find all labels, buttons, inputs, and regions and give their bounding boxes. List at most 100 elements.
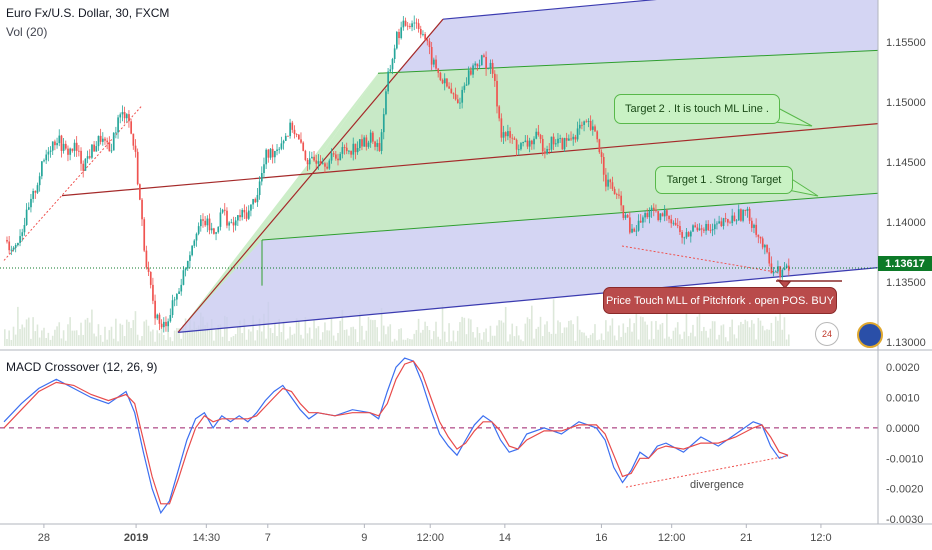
price-tick-label: 1.13500 bbox=[886, 277, 926, 289]
candle-down bbox=[509, 131, 511, 138]
candle-up bbox=[73, 142, 76, 151]
volume-bar bbox=[232, 335, 235, 346]
candle-down bbox=[245, 212, 248, 219]
volume-bar bbox=[143, 321, 145, 346]
volume-bar bbox=[398, 329, 400, 346]
volume-bar bbox=[274, 322, 276, 346]
candle-down bbox=[254, 199, 257, 203]
candle-down bbox=[750, 220, 753, 228]
chart-title: Euro Fx/U.S. Dollar, 30, FXCM bbox=[6, 6, 170, 20]
volume-bar bbox=[119, 323, 122, 346]
volume-bar bbox=[6, 338, 8, 346]
candle-down bbox=[104, 138, 106, 141]
candle-down bbox=[666, 210, 668, 216]
candle-up bbox=[685, 232, 688, 238]
candle-down bbox=[609, 179, 612, 183]
volume-bar bbox=[88, 322, 91, 346]
candle-up bbox=[411, 23, 413, 28]
candle-up bbox=[178, 291, 180, 294]
candle-up bbox=[711, 229, 714, 231]
candle-up bbox=[32, 191, 35, 199]
volume-bar bbox=[615, 340, 618, 346]
candle-down bbox=[130, 121, 133, 134]
candle-down bbox=[300, 139, 302, 143]
volume-bar bbox=[476, 327, 479, 346]
volume-bar bbox=[250, 331, 252, 346]
candle-up bbox=[162, 321, 165, 328]
candle-up bbox=[607, 179, 609, 187]
candle-down bbox=[134, 145, 137, 152]
volume-bar bbox=[311, 338, 313, 346]
volume-bar bbox=[345, 329, 348, 346]
candle-down bbox=[306, 159, 309, 165]
volume-bar bbox=[17, 306, 19, 346]
volume-bar bbox=[141, 336, 143, 346]
candle-down bbox=[757, 234, 760, 237]
candle-down bbox=[93, 144, 95, 152]
candle-up bbox=[369, 132, 372, 143]
candle-up bbox=[487, 68, 490, 70]
target1-callout[interactable]: Target 1 . Strong Target bbox=[655, 166, 793, 194]
candle-down bbox=[668, 215, 670, 220]
volume-bar bbox=[690, 332, 692, 346]
time-tick-label: 7 bbox=[265, 532, 271, 544]
candle-down bbox=[724, 218, 727, 220]
volume-bar bbox=[568, 320, 570, 346]
volume-bar bbox=[95, 336, 98, 346]
volume-bar bbox=[696, 316, 699, 346]
candle-down bbox=[335, 154, 337, 159]
volume-bar bbox=[781, 329, 784, 346]
volume-bar bbox=[247, 329, 250, 346]
volume-bar bbox=[548, 331, 551, 346]
volume-bar bbox=[589, 334, 592, 346]
volume-bar bbox=[75, 330, 78, 346]
volume-bar bbox=[306, 333, 309, 346]
volume-bar bbox=[424, 321, 426, 346]
macd-tick-label: -0.0010 bbox=[886, 453, 923, 465]
volume-bar bbox=[528, 319, 531, 346]
candle-up bbox=[463, 85, 466, 90]
eu-flag-event-icon[interactable] bbox=[857, 322, 883, 348]
candle-up bbox=[228, 222, 231, 226]
candle-up bbox=[587, 120, 590, 122]
volume-bar bbox=[494, 335, 496, 346]
target2-callout[interactable]: Target 2 . It is touch ML Line . bbox=[614, 94, 780, 124]
candle-up bbox=[517, 149, 520, 151]
volume-bar bbox=[478, 333, 481, 346]
volume-bar bbox=[685, 308, 688, 346]
candle-up bbox=[402, 20, 405, 28]
volume-bar bbox=[317, 326, 320, 346]
volume-bar bbox=[406, 338, 409, 346]
candle-up bbox=[777, 266, 779, 272]
volume-bar bbox=[526, 317, 529, 346]
volume-bar bbox=[576, 316, 579, 346]
volume-bar bbox=[245, 339, 248, 346]
candle-down bbox=[646, 213, 649, 218]
candle-down bbox=[141, 199, 143, 220]
candle-down bbox=[565, 138, 568, 141]
volume-bar bbox=[165, 339, 167, 346]
volume-bar bbox=[607, 331, 609, 346]
candle-up bbox=[528, 140, 531, 147]
candle-up bbox=[25, 209, 28, 225]
volume-bar bbox=[350, 327, 352, 346]
volume-bar bbox=[226, 317, 228, 346]
volume-bar bbox=[38, 337, 41, 346]
volume-bar bbox=[443, 331, 446, 346]
volume-bar bbox=[631, 331, 633, 346]
candle-down bbox=[343, 147, 346, 148]
candle-down bbox=[139, 184, 141, 200]
candle-up bbox=[385, 91, 387, 115]
volume-bar bbox=[426, 326, 429, 346]
us-flag-event-icon[interactable]: 24 bbox=[815, 322, 839, 346]
volume-bar bbox=[56, 326, 58, 346]
candle-up bbox=[644, 213, 646, 218]
candle-down bbox=[202, 219, 204, 221]
candle-up bbox=[193, 240, 196, 246]
volume-bar bbox=[208, 328, 211, 346]
candle-down bbox=[158, 314, 161, 324]
buy-signal-callout[interactable]: Price Touch MLL of Pitchfork . open POS.… bbox=[603, 287, 837, 314]
candle-down bbox=[674, 222, 677, 226]
volume-bar bbox=[674, 327, 677, 346]
